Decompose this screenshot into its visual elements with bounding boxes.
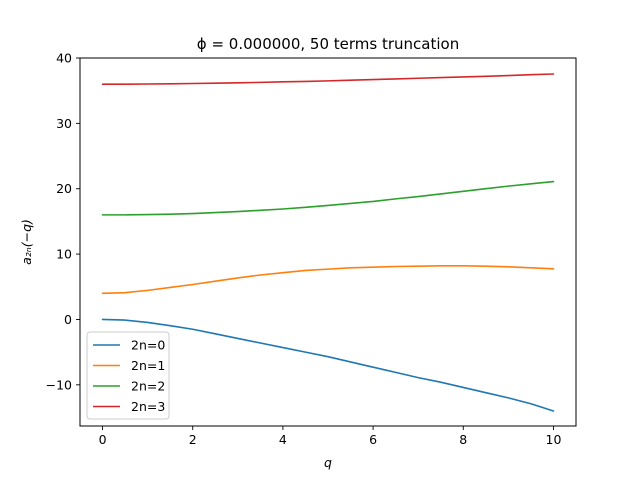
x-tick-label: 0 <box>99 432 107 447</box>
legend: 2n=0 2n=1 2n=2 2n=3 <box>86 331 170 420</box>
series-line-2 <box>101 180 555 216</box>
legend-label-3: 2n=3 <box>131 399 165 414</box>
chart-title: ϕ = 0.000000, 50 terms truncation <box>197 35 459 53</box>
x-tick-label: 2 <box>189 432 197 447</box>
y-tick-label: 40 <box>56 51 72 66</box>
x-tick-label: 4 <box>279 432 287 447</box>
y-tick-label: 0 <box>64 312 72 327</box>
legend-label-0: 2n=0 <box>131 338 165 353</box>
legend-label-2: 2n=2 <box>131 379 165 394</box>
x-tick-label: 10 <box>546 432 562 447</box>
y-axis-label: a₂ₙ(−q) <box>19 219 34 265</box>
legend-label-1: 2n=1 <box>131 358 165 373</box>
series-line-0 <box>101 318 555 412</box>
series-layer <box>101 73 555 412</box>
y-tick-label: 20 <box>56 181 72 196</box>
plot-frame <box>79 57 577 427</box>
x-tick-label: 8 <box>459 432 467 447</box>
y-tick-label: 30 <box>56 116 72 131</box>
y-tick-label: −10 <box>46 377 72 392</box>
x-tick-label: 6 <box>369 432 377 447</box>
x-axis-label: q <box>324 455 332 470</box>
series-line-1 <box>101 265 555 295</box>
series-line-3 <box>101 73 555 85</box>
y-tick-label: 10 <box>56 247 72 262</box>
ticks-layer: 0 2 4 6 8 10 −10 0 10 20 30 40 <box>46 51 562 448</box>
legend-box <box>86 331 170 420</box>
